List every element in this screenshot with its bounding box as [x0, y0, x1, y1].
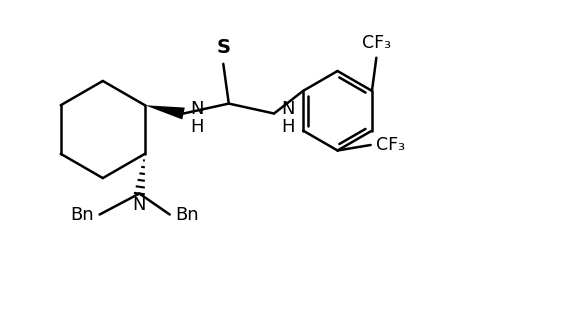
Text: CF₃: CF₃ [362, 34, 391, 52]
Text: H: H [191, 118, 204, 136]
Text: Bn: Bn [175, 205, 199, 223]
Text: Bn: Bn [70, 205, 94, 223]
Text: CF₃: CF₃ [376, 136, 406, 154]
Text: S: S [216, 38, 230, 57]
Text: N: N [132, 196, 146, 214]
Text: N: N [281, 100, 295, 118]
Polygon shape [145, 105, 185, 120]
Text: H: H [281, 118, 295, 136]
Text: N: N [191, 100, 204, 118]
